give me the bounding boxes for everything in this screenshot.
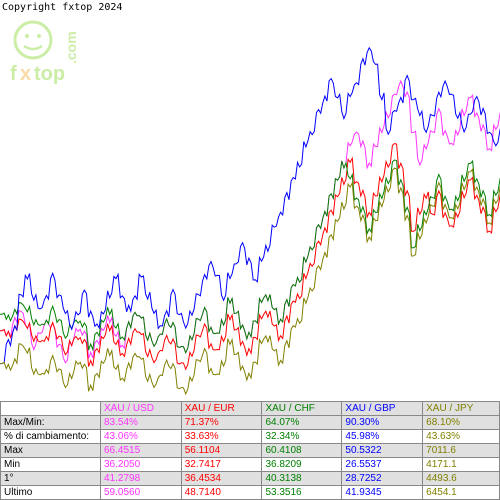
table-row-label: Ultimo [1, 486, 101, 500]
table-cell: 4493.6 [423, 472, 500, 486]
table-cell: 33.63% [181, 430, 262, 444]
table-row-label: Min [1, 458, 101, 472]
table-cell: 59.0560 [101, 486, 182, 500]
table-cell: 41.2798 [101, 472, 182, 486]
table-header: XAU / CHF [262, 402, 342, 416]
table-cell: 45.98% [342, 430, 423, 444]
table-cell: 26.5537 [342, 458, 423, 472]
table-cell: 32.34% [262, 430, 342, 444]
table-cell: 40.3138 [262, 472, 342, 486]
table-cell: 60.4108 [262, 444, 342, 458]
table-header: XAU / USD [101, 402, 182, 416]
table-cell: 66.4515 [101, 444, 182, 458]
table-cell: 36.8209 [262, 458, 342, 472]
table-cell: 83.54% [101, 416, 182, 430]
table-cell: 56.1104 [181, 444, 262, 458]
table-cell: 71.37% [181, 416, 262, 430]
table-header: XAU / GBP [342, 402, 423, 416]
table-cell: 68.10% [423, 416, 500, 430]
table-cell: 36.4534 [181, 472, 262, 486]
table-cell: 4171.1 [423, 458, 500, 472]
line-chart [0, 15, 500, 410]
table-row-label: Max [1, 444, 101, 458]
table-cell: 28.7252 [342, 472, 423, 486]
table-row-label: 1° [1, 472, 101, 486]
table-header: XAU / EUR [181, 402, 262, 416]
table-cell: 64.07% [262, 416, 342, 430]
table-cell: 41.9345 [342, 486, 423, 500]
table-cell: 7011.6 [423, 444, 500, 458]
table-cell: 50.5322 [342, 444, 423, 458]
table-cell: 36.2050 [101, 458, 182, 472]
table-cell: 90.30% [342, 416, 423, 430]
table-cell: 32.7417 [181, 458, 262, 472]
table-corner [1, 402, 101, 416]
table-cell: 43.63% [423, 430, 500, 444]
table-row-label: % di cambiamento: [1, 430, 101, 444]
table-cell: 53.3516 [262, 486, 342, 500]
copyright-text: Copyright fxtop 2024 [2, 2, 122, 13]
table-cell: 48.7140 [181, 486, 262, 500]
table-cell: 6454.1 [423, 486, 500, 500]
table-header: XAU / JPY [423, 402, 500, 416]
table-cell: 43.06% [101, 430, 182, 444]
table-row-label: Max/Min: [1, 416, 101, 430]
data-table: XAU / USDXAU / EURXAU / CHFXAU / GBPXAU … [0, 401, 500, 500]
